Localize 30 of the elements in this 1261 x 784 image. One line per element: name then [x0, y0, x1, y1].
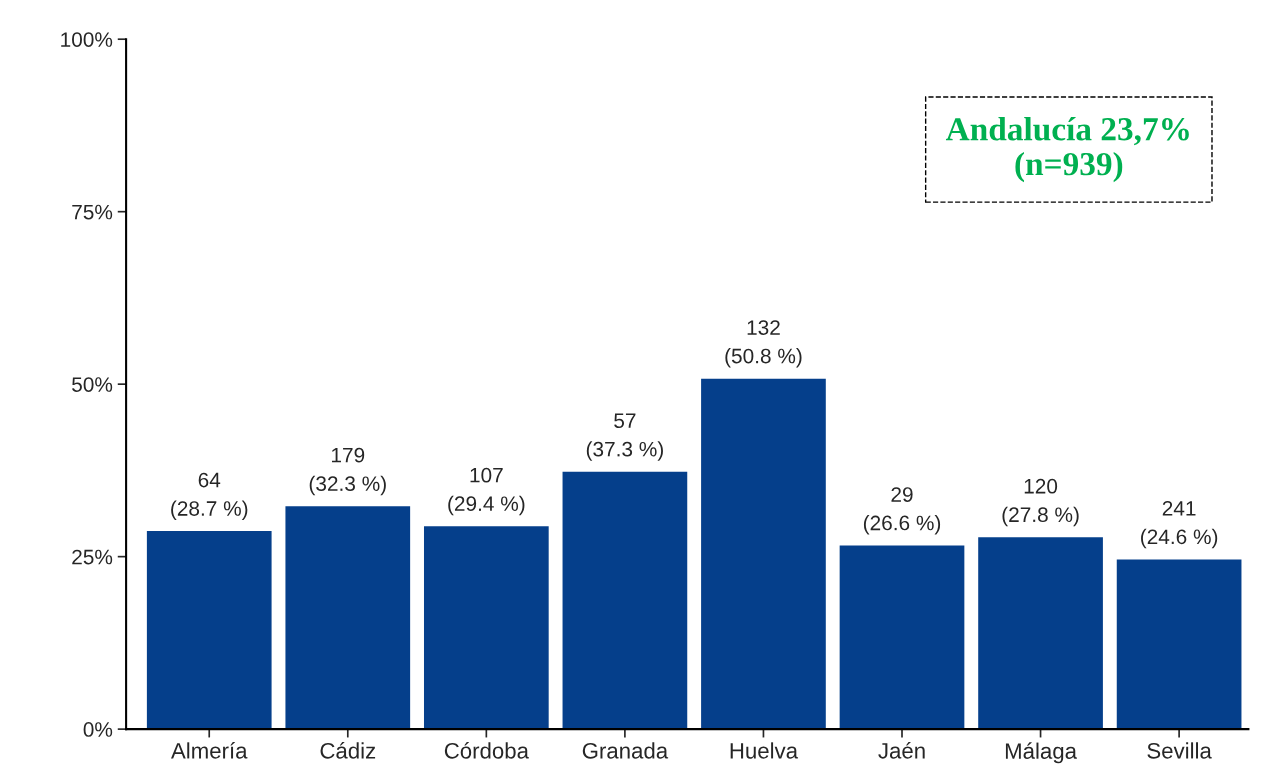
- bar: [285, 506, 411, 730]
- bar: [978, 537, 1103, 730]
- bar: [423, 526, 549, 730]
- x-tick-label: Jaén: [878, 742, 925, 759]
- data-label: 132 (50.8 %): [725, 320, 802, 368]
- x-tick-label: Granada: [582, 742, 669, 759]
- bar: [146, 531, 272, 730]
- data-label: 241 (24.6 %): [1141, 500, 1218, 549]
- bar: [839, 545, 965, 730]
- data-label: 57 (37.3 %): [586, 413, 663, 461]
- y-tick-label: 100%: [61, 32, 113, 47]
- y-tick-label: 0%: [83, 722, 113, 737]
- bar: [562, 471, 688, 730]
- x-tick-label: Cádiz: [320, 742, 376, 759]
- x-tick-label: Huelva: [730, 742, 799, 759]
- bar: [701, 378, 826, 730]
- x-tick-label: Córdoba: [444, 742, 529, 759]
- y-tick-label: 50%: [72, 377, 113, 392]
- data-label: 120 (27.8 %): [1002, 478, 1079, 527]
- data-label: 107 (29.4 %): [448, 467, 525, 516]
- x-tick-label: Sevilla: [1147, 742, 1212, 759]
- y-tick-label: 25%: [72, 549, 113, 565]
- x-tick-label: Almería: [171, 742, 248, 759]
- data-label: 64 (28.7 %): [171, 472, 248, 520]
- y-tick-label: 75%: [72, 204, 113, 220]
- bar: [1116, 559, 1242, 730]
- data-label: 179 (32.3 %): [309, 447, 386, 496]
- data-label: 29 (26.6 %): [863, 487, 941, 535]
- x-tick-label: Málaga: [1005, 742, 1077, 764]
- annotation: Andalucía 23,7% (n=939): [945, 117, 1189, 183]
